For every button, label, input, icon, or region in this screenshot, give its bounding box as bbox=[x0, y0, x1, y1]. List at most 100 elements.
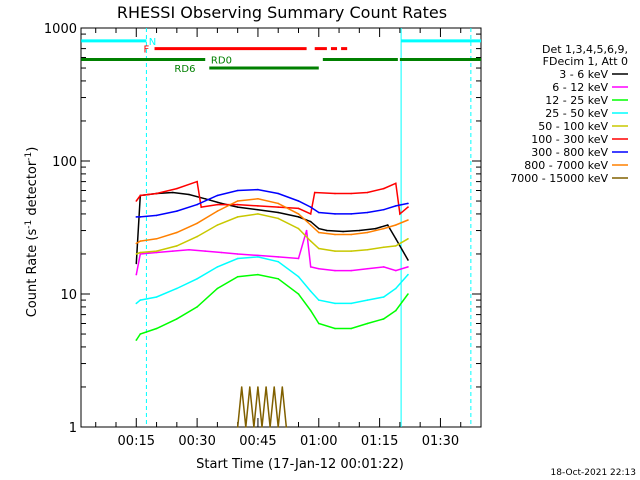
data-point bbox=[407, 266, 409, 268]
data-point bbox=[407, 259, 409, 261]
legend-header: Det 1,3,4,5,6,9, bbox=[542, 43, 628, 56]
data-point bbox=[395, 245, 397, 247]
data-point bbox=[281, 386, 284, 388]
data-point bbox=[366, 231, 369, 234]
data-point bbox=[350, 233, 353, 236]
x-tick-label: 00:45 bbox=[239, 434, 276, 449]
data-point bbox=[407, 219, 409, 221]
data-point bbox=[366, 211, 369, 214]
data-point bbox=[139, 333, 142, 335]
legend-header: FDecim 1, Att 0 bbox=[543, 55, 628, 68]
data-point bbox=[395, 269, 397, 272]
data-point bbox=[139, 299, 142, 301]
data-point bbox=[265, 386, 267, 388]
data-point bbox=[236, 275, 239, 278]
data-point bbox=[350, 269, 353, 272]
x-tick-label: 01:30 bbox=[422, 434, 459, 449]
data-point bbox=[297, 200, 300, 202]
data-point bbox=[350, 192, 353, 195]
data-point bbox=[350, 327, 353, 330]
data-point bbox=[407, 202, 409, 205]
x-tick-label: 01:15 bbox=[361, 434, 398, 449]
legend-entry: 12 - 25 keV bbox=[545, 94, 608, 107]
data-point bbox=[216, 194, 219, 197]
data-point bbox=[196, 235, 198, 238]
data-point bbox=[236, 426, 239, 428]
data-point bbox=[407, 238, 409, 240]
data-point bbox=[253, 426, 255, 428]
data-point bbox=[135, 253, 138, 255]
data-point bbox=[382, 246, 385, 248]
series-line bbox=[135, 256, 409, 305]
data-point bbox=[318, 247, 320, 250]
data-point bbox=[196, 180, 198, 183]
data-point bbox=[273, 386, 276, 388]
data-point bbox=[257, 273, 259, 276]
data-point bbox=[407, 273, 409, 276]
data-point bbox=[245, 426, 247, 428]
data-point bbox=[277, 426, 280, 428]
data-point bbox=[257, 198, 259, 200]
data-point bbox=[204, 198, 206, 200]
data-point bbox=[236, 203, 239, 206]
data-point bbox=[139, 216, 142, 218]
data-point bbox=[334, 269, 336, 272]
data-point bbox=[318, 267, 320, 270]
data-point bbox=[382, 187, 385, 190]
data-point bbox=[155, 192, 158, 195]
data-point bbox=[350, 302, 353, 305]
data-point bbox=[334, 302, 336, 305]
data-point bbox=[334, 213, 336, 215]
series-line bbox=[136, 188, 409, 218]
data-point bbox=[257, 205, 259, 207]
data-point bbox=[155, 250, 158, 252]
data-point bbox=[297, 216, 300, 218]
data-point bbox=[155, 251, 158, 254]
data-point bbox=[342, 230, 344, 233]
data-point bbox=[236, 189, 239, 192]
series-group bbox=[135, 180, 409, 216]
series-line bbox=[135, 198, 409, 245]
data-point bbox=[257, 213, 259, 215]
legend-entry: 800 - 7000 keV bbox=[524, 159, 608, 172]
legend-entry: 6 - 12 keV bbox=[552, 81, 608, 94]
y-tick-label: 100 bbox=[52, 155, 77, 170]
data-point bbox=[216, 203, 219, 206]
data-point bbox=[399, 213, 401, 215]
data-point bbox=[135, 302, 138, 305]
data-point bbox=[318, 211, 320, 214]
data-point bbox=[318, 322, 320, 325]
data-point bbox=[269, 426, 271, 428]
legend-entry: 25 - 50 keV bbox=[545, 107, 608, 120]
data-point bbox=[135, 242, 138, 245]
data-point bbox=[277, 260, 280, 263]
series-line bbox=[135, 273, 409, 341]
data-point bbox=[366, 322, 369, 325]
series-lines bbox=[135, 180, 409, 428]
data-point bbox=[236, 216, 239, 218]
data-point bbox=[318, 299, 320, 301]
data-point bbox=[309, 290, 312, 293]
series-group bbox=[135, 198, 409, 245]
data-point bbox=[318, 231, 320, 234]
data-point bbox=[277, 256, 280, 258]
data-point bbox=[200, 206, 202, 208]
data-point bbox=[395, 224, 397, 226]
flag-label: F bbox=[144, 45, 150, 56]
series-group bbox=[135, 191, 409, 265]
legend: Det 1,3,4,5,6,9,FDecim 1, Att 03 - 6 keV… bbox=[510, 43, 628, 185]
data-point bbox=[407, 293, 409, 295]
data-point bbox=[135, 273, 138, 276]
data-point bbox=[176, 245, 178, 247]
data-point bbox=[382, 318, 385, 320]
y-tick-label: 1 bbox=[69, 421, 77, 436]
x-axis: 00:15 00:30 00:45 01:00 01:15 01:30 bbox=[95, 28, 462, 449]
data-point bbox=[176, 231, 178, 234]
data-point bbox=[196, 278, 198, 280]
data-point bbox=[196, 306, 198, 308]
data-point bbox=[216, 224, 219, 226]
plot-border bbox=[80, 27, 482, 428]
data-point bbox=[350, 213, 353, 215]
footer-timestamp: 18-Oct-2021 22:13 bbox=[551, 468, 636, 478]
data-point bbox=[236, 253, 239, 255]
